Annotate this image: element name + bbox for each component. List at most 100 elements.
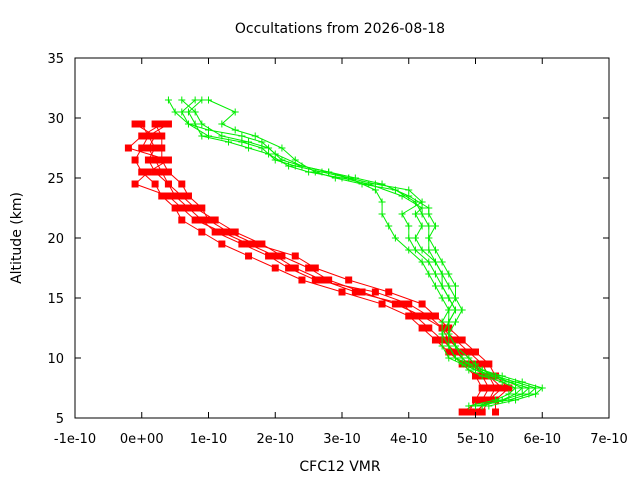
data-point: [164, 168, 172, 176]
data-point: [191, 96, 199, 104]
data-point: [438, 282, 446, 290]
data-point: [385, 288, 393, 296]
data-point: [451, 306, 459, 314]
data-point: [151, 132, 159, 140]
data-point: [178, 192, 186, 200]
data-point: [285, 264, 293, 272]
data-point: [378, 300, 386, 308]
data-point: [358, 288, 366, 296]
data-point: [492, 384, 500, 392]
data-point: [251, 240, 259, 248]
data-point: [271, 264, 279, 272]
data-point: [498, 378, 506, 386]
data-point: [391, 234, 399, 242]
series-2: [151, 120, 513, 416]
data-point: [425, 312, 433, 320]
data-point: [238, 138, 246, 146]
data-point: [438, 258, 446, 266]
data-point: [158, 132, 166, 140]
data-point: [171, 204, 179, 212]
data-point: [144, 156, 152, 164]
data-point: [265, 144, 273, 152]
data-point: [418, 246, 426, 254]
x-tick-label: 7e-10: [590, 432, 628, 447]
data-point: [411, 210, 419, 218]
data-point: [198, 216, 206, 224]
data-point: [505, 390, 513, 398]
data-point: [371, 180, 379, 188]
data-point: [445, 348, 453, 356]
data-point: [451, 294, 459, 302]
data-point: [425, 270, 433, 278]
data-point: [218, 240, 226, 248]
data-point: [171, 192, 179, 200]
data-point: [245, 144, 253, 152]
data-point: [351, 174, 359, 182]
data-point: [164, 180, 172, 188]
x-tick-label: -1e-10: [54, 432, 96, 447]
x-tick-label: 4e-10: [390, 432, 428, 447]
data-point: [245, 138, 253, 146]
data-point: [191, 120, 199, 128]
data-point: [438, 318, 446, 326]
series-8: [164, 96, 520, 410]
data-point: [291, 156, 299, 164]
x-axis-label: CFC12 VMR: [299, 459, 381, 475]
data-point: [385, 222, 393, 230]
data-point: [445, 330, 453, 338]
data-point: [178, 96, 186, 104]
data-point: [431, 336, 439, 344]
data-point: [164, 156, 172, 164]
data-point: [405, 312, 413, 320]
data-point: [184, 192, 192, 200]
data-point: [198, 132, 206, 140]
data-point: [198, 96, 206, 104]
data-point: [458, 408, 466, 416]
data-point: [431, 312, 439, 320]
data-point: [191, 216, 199, 224]
data-point: [425, 234, 433, 242]
y-tick-label: 10: [47, 352, 64, 367]
data-point: [291, 264, 299, 272]
data-point: [218, 132, 226, 140]
data-point: [458, 354, 466, 362]
data-point: [451, 318, 459, 326]
data-point: [498, 372, 506, 380]
data-point: [445, 354, 453, 362]
data-point: [291, 252, 299, 260]
data-point: [325, 276, 333, 284]
data-point: [498, 384, 506, 392]
series-line: [208, 99, 544, 407]
data-point: [138, 120, 146, 128]
data-point: [472, 348, 479, 356]
data-point: [378, 180, 386, 188]
data-point: [258, 240, 266, 248]
data-point: [518, 390, 526, 398]
data-point: [431, 258, 439, 266]
series-7: [205, 96, 546, 410]
data-point: [311, 276, 319, 284]
data-point: [465, 408, 473, 416]
data-point: [205, 96, 212, 104]
data-point: [458, 360, 466, 368]
data-point: [458, 336, 466, 344]
data-point: [425, 222, 433, 230]
data-point: [465, 354, 473, 362]
data-point: [171, 108, 179, 116]
data-point: [325, 168, 333, 176]
data-point: [198, 204, 206, 212]
data-point: [405, 222, 413, 230]
data-point: [472, 360, 479, 368]
data-point: [365, 180, 373, 188]
data-point: [245, 252, 253, 260]
y-tick-label: 15: [47, 292, 64, 307]
data-point: [164, 96, 172, 104]
series-9: [178, 96, 533, 410]
data-point: [418, 258, 426, 266]
data-point: [178, 108, 186, 116]
data-point: [465, 366, 473, 374]
data-point: [451, 354, 459, 362]
data-point: [465, 402, 473, 410]
data-point: [478, 408, 486, 416]
data-point: [472, 366, 479, 374]
